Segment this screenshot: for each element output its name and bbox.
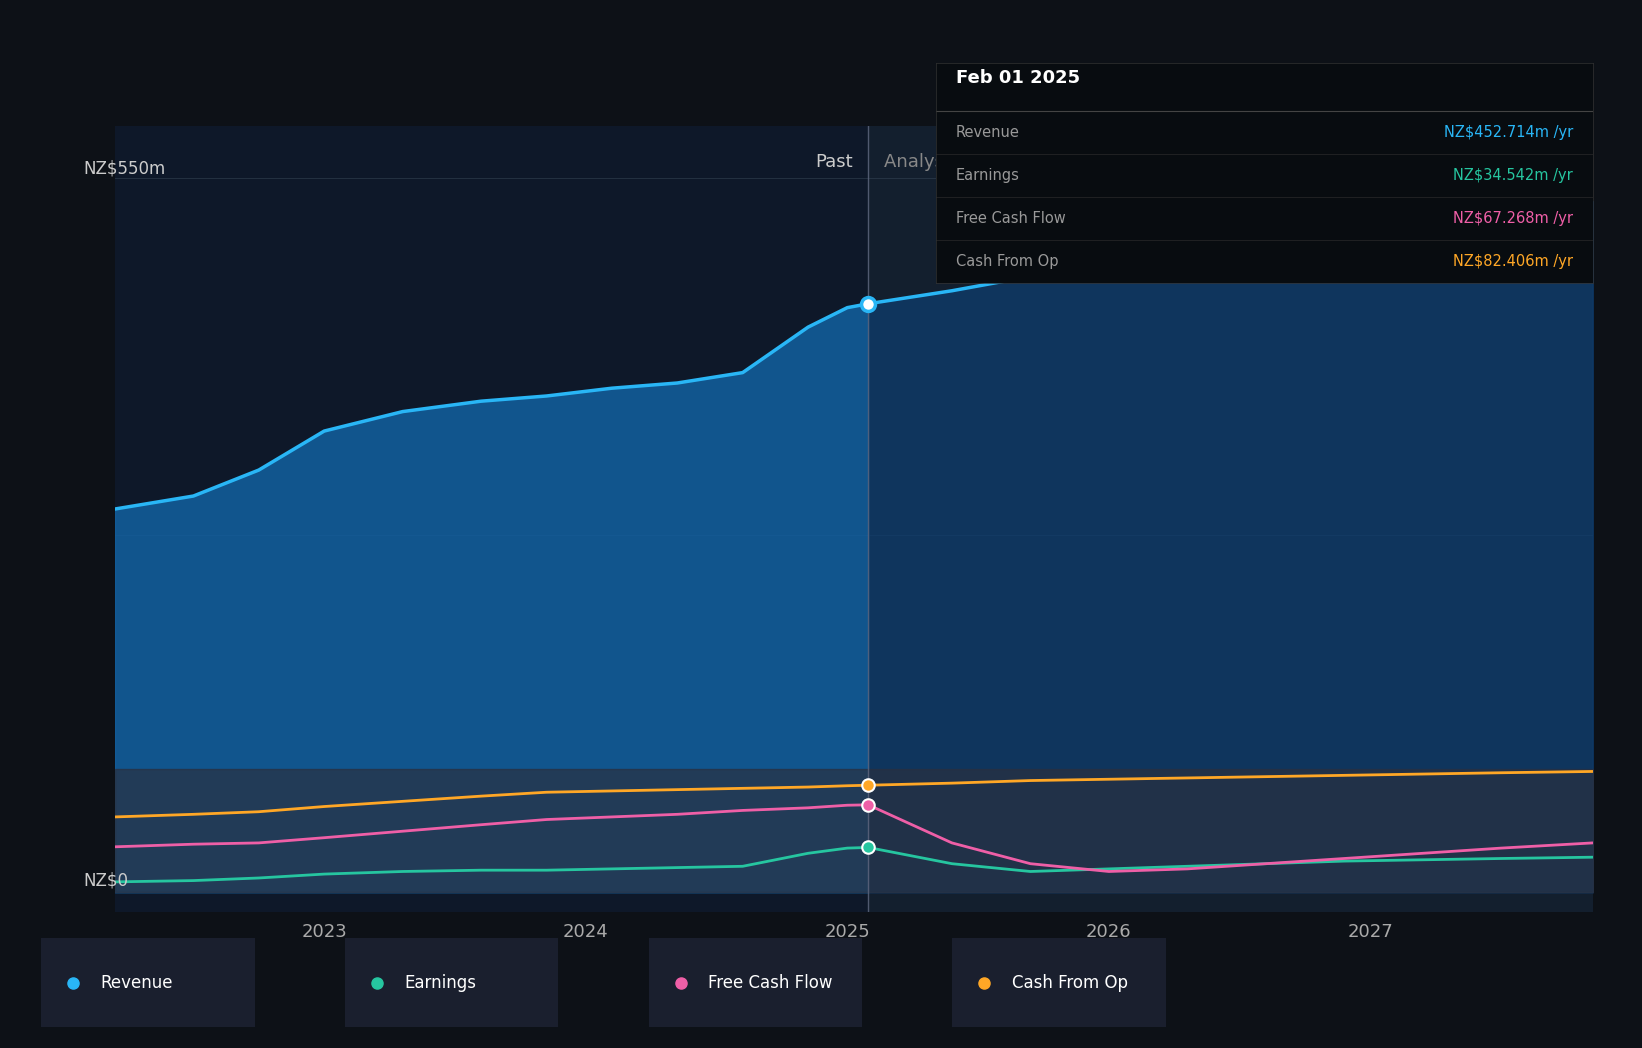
Text: Revenue: Revenue [100, 974, 174, 991]
Text: Earnings: Earnings [956, 168, 1020, 183]
Text: Feb 01 2025: Feb 01 2025 [956, 69, 1080, 87]
Text: NZ$34.542m /yr: NZ$34.542m /yr [1453, 168, 1573, 183]
Bar [115, 126, 869, 912]
Text: Cash From Op: Cash From Op [956, 254, 1057, 269]
Text: NZ$0: NZ$0 [84, 872, 128, 890]
Text: Earnings: Earnings [404, 974, 476, 991]
Text: NZ$82.406m /yr: NZ$82.406m /yr [1453, 254, 1573, 269]
Text: Free Cash Flow: Free Cash Flow [708, 974, 832, 991]
Bar [869, 126, 1593, 912]
Text: NZ$550m: NZ$550m [84, 159, 166, 178]
Text: Cash From Op: Cash From Op [1011, 974, 1128, 991]
Text: NZ$67.268m /yr: NZ$67.268m /yr [1453, 211, 1573, 226]
Text: Revenue: Revenue [956, 126, 1020, 140]
Text: Free Cash Flow: Free Cash Flow [956, 211, 1066, 226]
Text: NZ$452.714m /yr: NZ$452.714m /yr [1443, 126, 1573, 140]
Text: Past: Past [814, 153, 852, 171]
Text: Analysts Forecasts: Analysts Forecasts [883, 153, 1051, 171]
